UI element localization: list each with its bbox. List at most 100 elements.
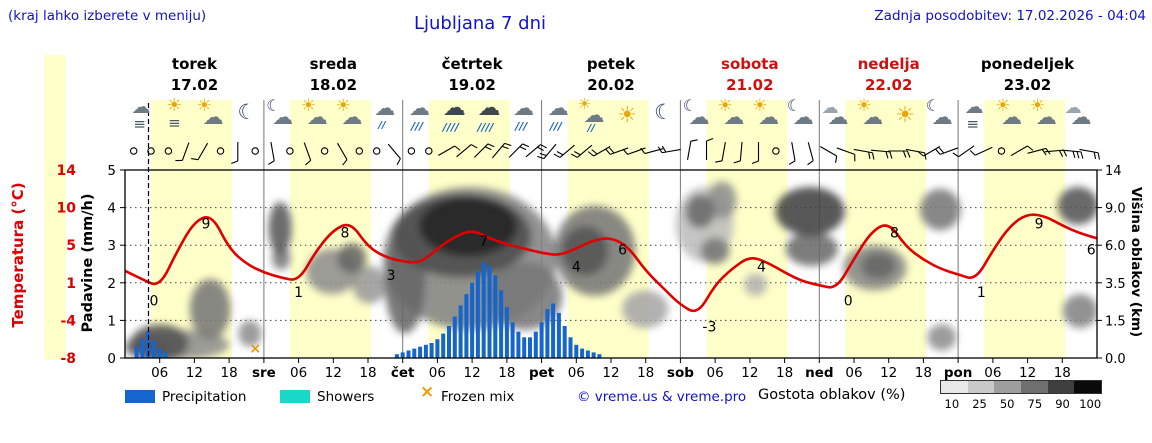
svg-text:5: 5 [107, 163, 116, 179]
day-header-name: četrtek [441, 55, 503, 73]
svg-text:6: 6 [1087, 242, 1096, 258]
svg-text:1.5: 1.5 [1105, 314, 1126, 329]
density-tick: 10 [944, 397, 960, 411]
svg-text:18: 18 [221, 365, 238, 381]
svg-text:-4: -4 [60, 313, 76, 329]
svg-text:12: 12 [741, 365, 758, 381]
svg-text:14: 14 [57, 163, 77, 179]
cloud-density-gradient [940, 380, 1102, 394]
svg-text:-3: -3 [702, 319, 716, 335]
day-header-date: 21.02 [726, 76, 774, 94]
svg-text:×: × [249, 341, 261, 357]
day-header-date: 18.02 [309, 76, 358, 94]
svg-text:4: 4 [107, 201, 116, 217]
svg-text:06: 06 [707, 365, 724, 381]
svg-text:čet: čet [391, 365, 415, 381]
svg-text:18: 18 [776, 365, 793, 381]
svg-text:1: 1 [107, 313, 116, 329]
svg-text:18: 18 [1054, 365, 1071, 381]
day-header-name: ponedeljek [980, 55, 1075, 73]
cloud-density-label: Gostota oblakov (%) [758, 387, 906, 403]
density-tick: 100 [1079, 397, 1102, 411]
svg-text:0: 0 [149, 294, 158, 310]
svg-text:12: 12 [602, 365, 619, 381]
svg-text:6.0: 6.0 [1105, 239, 1126, 254]
svg-text:06: 06 [151, 365, 168, 381]
svg-text:3.5: 3.5 [1105, 277, 1126, 292]
svg-text:12: 12 [1019, 365, 1036, 381]
precipitation-axis-title: Padavine (mm/h) [80, 193, 96, 333]
day-header-date: 23.02 [1003, 76, 1052, 94]
svg-text:06: 06 [290, 365, 307, 381]
svg-text:18: 18 [637, 365, 654, 381]
svg-text:sob: sob [667, 365, 694, 381]
svg-text:9: 9 [202, 217, 211, 233]
copyright-link[interactable]: © vreme.us & vreme.pro [577, 389, 747, 405]
svg-text:18: 18 [359, 365, 376, 381]
showers-legend-label: Showers [317, 389, 375, 405]
svg-text:10: 10 [57, 201, 77, 217]
svg-text:ned: ned [805, 365, 833, 381]
svg-text:1: 1 [294, 285, 303, 301]
density-tick: 25 [972, 397, 987, 411]
precipitation-swatch [125, 390, 155, 403]
svg-text:14: 14 [1105, 164, 1122, 179]
svg-text:12: 12 [186, 365, 203, 381]
svg-text:7: 7 [479, 234, 488, 250]
temperature-axis-title: Temperatura (°C) [9, 182, 27, 328]
svg-text:4: 4 [757, 260, 766, 276]
svg-text:0: 0 [107, 351, 116, 367]
svg-text:06: 06 [984, 365, 1001, 381]
cloud-density-ticks: 10 25 50 75 90 100 [938, 397, 1104, 411]
svg-text:-8: -8 [60, 351, 76, 367]
svg-text:12: 12 [880, 365, 897, 381]
day-header-date: 19.02 [448, 76, 496, 94]
svg-text:06: 06 [568, 365, 585, 381]
svg-text:9: 9 [1035, 217, 1044, 233]
density-tick: 90 [1055, 397, 1070, 411]
svg-text:6: 6 [618, 242, 627, 258]
location-hint: (kraj lahko izberete v meniju) [8, 8, 207, 24]
density-tick: 50 [999, 397, 1015, 411]
svg-text:0.0: 0.0 [1105, 352, 1126, 367]
last-update-text: Zadnja posodobitev: 17.02.2026 - 04:04 [874, 8, 1146, 24]
svg-text:06: 06 [429, 365, 446, 381]
svg-text:06: 06 [845, 365, 862, 381]
day-header-name: sobota [721, 55, 779, 73]
svg-text:18: 18 [915, 365, 932, 381]
day-header-name: torek [171, 55, 217, 73]
svg-text:1: 1 [977, 285, 986, 301]
svg-text:pon: pon [944, 365, 973, 381]
svg-text:sre: sre [252, 365, 276, 381]
svg-text:12: 12 [325, 365, 342, 381]
showers-swatch [280, 390, 310, 403]
left-yellow-strip [44, 55, 66, 360]
frozen-mix-icon: × [420, 382, 435, 402]
day-header-date: 20.02 [587, 76, 635, 94]
svg-text:1: 1 [66, 276, 76, 292]
svg-text:8: 8 [890, 225, 899, 241]
day-header-name: sreda [309, 55, 357, 73]
svg-text:8: 8 [340, 225, 349, 241]
svg-text:9.0: 9.0 [1105, 202, 1126, 217]
day-header-name: petek [586, 55, 636, 73]
svg-text:12: 12 [464, 365, 481, 381]
day-header-name: nedelja [857, 55, 920, 73]
svg-text:3: 3 [107, 238, 116, 254]
svg-text:2: 2 [107, 276, 116, 292]
svg-text:4: 4 [572, 260, 581, 276]
density-tick: 75 [1027, 397, 1043, 411]
svg-text:5: 5 [66, 238, 76, 254]
cloud-height-axis-title: Višina oblakov (km) [1128, 186, 1144, 338]
svg-text:0: 0 [844, 294, 853, 310]
day-header-date: 17.02 [170, 76, 219, 94]
svg-text:18: 18 [498, 365, 515, 381]
precipitation-legend-label: Precipitation [162, 389, 247, 405]
day-header-date: 22.02 [864, 76, 913, 94]
frozen-mix-legend-label: Frozen mix [441, 389, 515, 405]
page-title: Ljubljana 7 dni [413, 13, 547, 34]
svg-text:3: 3 [387, 268, 396, 284]
svg-text:pet: pet [529, 365, 555, 381]
